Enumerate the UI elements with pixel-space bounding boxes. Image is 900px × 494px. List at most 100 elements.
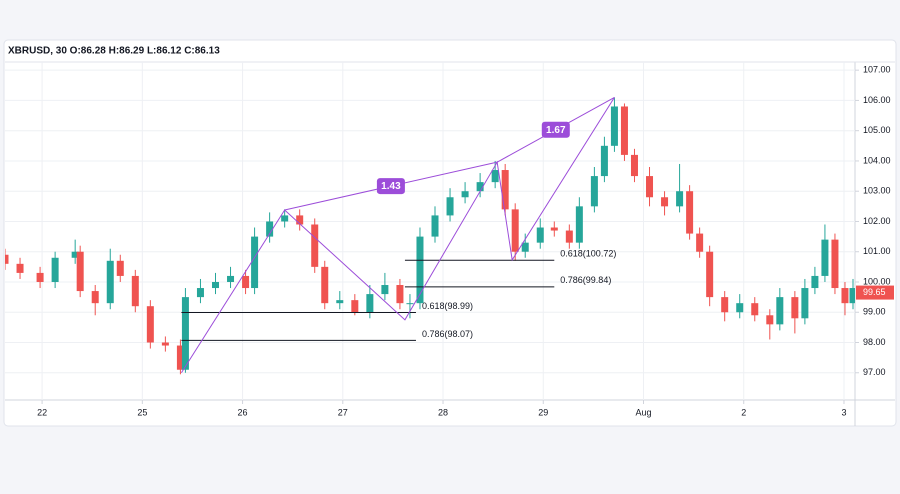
x-tick-label: 29 — [538, 407, 548, 417]
candle-body — [227, 275, 235, 282]
candle-body — [721, 297, 729, 313]
y-tick-label: 104.00 — [863, 155, 891, 165]
candle-body — [776, 297, 784, 325]
y-tick-label: 106.00 — [863, 95, 891, 105]
x-tick-label: 22 — [37, 407, 47, 417]
x-tick-label: 2 — [741, 407, 746, 417]
candle-body — [281, 215, 289, 222]
x-tick-label: 27 — [338, 407, 348, 417]
candle-body — [766, 315, 774, 325]
y-tick-label: 101.00 — [863, 246, 891, 256]
level-label: 0.618(100.72) — [560, 249, 616, 259]
candle-body — [801, 288, 809, 319]
x-tick-label: 25 — [137, 407, 147, 417]
ratio-label: 1.67 — [546, 125, 566, 136]
y-tick-label: 98.00 — [863, 337, 886, 347]
candle-body — [196, 288, 204, 298]
candle-body — [831, 239, 839, 289]
candle-body — [849, 288, 855, 304]
x-tick-label: 28 — [438, 407, 448, 417]
candle-body — [550, 227, 558, 231]
candle-body — [176, 345, 184, 370]
candle-body — [706, 251, 714, 298]
candle-body — [511, 209, 519, 252]
candle-body — [446, 197, 454, 216]
y-tick-label: 105.00 — [863, 125, 891, 135]
candle-body — [791, 297, 799, 319]
candle-body — [575, 206, 583, 243]
candle-body — [431, 215, 439, 237]
candle-body — [501, 170, 509, 210]
candle-body — [491, 170, 499, 183]
chart-card — [3, 39, 897, 427]
level-label: 0.618(98.99) — [422, 301, 473, 311]
candle-body — [351, 300, 359, 313]
candle-body — [91, 291, 99, 304]
candle-body — [296, 215, 304, 225]
plot: 0.618(98.99) 0.786(98.07) 0.618(100.72) 0.7… — [5, 96, 855, 375]
candle-body — [620, 106, 628, 155]
candle-body — [396, 285, 404, 304]
x-tick-label: 26 — [238, 407, 248, 417]
y-tick-label: 100.00 — [863, 276, 891, 286]
y-tick-label: 99.00 — [863, 307, 886, 317]
chart-title: XBRUSD, 30 O:86.28 H:86.29 L:86.12 C:86.… — [8, 46, 220, 57]
candle-body — [696, 233, 704, 252]
candle-body — [630, 154, 638, 177]
level-label: 0.786(98.07) — [422, 329, 473, 339]
candle-body — [751, 303, 759, 316]
y-tick-label: 102.00 — [863, 216, 891, 226]
candle-body — [71, 251, 79, 258]
x-tick-label: 3 — [841, 407, 846, 417]
grid — [5, 62, 855, 400]
y-tick-label: 97.00 — [863, 367, 886, 377]
candle-body — [686, 191, 694, 234]
candle-body — [51, 257, 59, 282]
y-tick-label: 107.00 — [863, 65, 891, 75]
candle-body — [416, 236, 424, 304]
candle-body — [5, 254, 9, 264]
candle-body — [321, 266, 329, 304]
candle-body — [406, 303, 414, 305]
candle-body — [676, 191, 684, 207]
candle-body — [106, 260, 114, 304]
candle-body — [521, 242, 529, 252]
candle-body — [600, 145, 608, 177]
candle-body — [266, 221, 274, 237]
candle-body — [161, 342, 169, 346]
ratio-badge — [541, 121, 570, 138]
candle-body — [146, 306, 154, 343]
y-tick-label: 103.00 — [863, 186, 891, 196]
candle-body — [821, 239, 829, 276]
candle-body — [476, 182, 484, 192]
candle-body — [610, 106, 618, 146]
candle-body — [661, 197, 669, 207]
candle-body — [251, 236, 259, 289]
candle-body — [646, 176, 654, 198]
candle-body — [76, 251, 84, 292]
candle-body — [590, 176, 598, 207]
pattern-line — [180, 97, 615, 374]
candle-body — [336, 300, 344, 304]
level-label: 0.786(99.84) — [560, 275, 611, 285]
candle-body — [366, 294, 374, 313]
candle-body — [36, 272, 44, 282]
candle-body — [181, 297, 189, 370]
last-price-tag — [856, 285, 894, 300]
candle-body — [211, 281, 219, 289]
candle-body — [811, 275, 819, 289]
candle-body — [461, 191, 469, 198]
candle-body — [116, 260, 124, 276]
candle-body — [311, 224, 319, 267]
x-tick-label: Aug — [635, 407, 651, 417]
last-price-label: 99.65 — [863, 287, 886, 297]
candle-body — [736, 303, 744, 313]
ratio-label: 1.43 — [381, 181, 401, 192]
candle-body — [536, 227, 544, 243]
candle-body — [131, 275, 139, 307]
candle-body — [565, 230, 573, 243]
ratio-badge — [376, 178, 405, 195]
axes: 97.00 98.00 99.00 100.00 101.00 102.00 103.00 1… — [37, 65, 894, 417]
